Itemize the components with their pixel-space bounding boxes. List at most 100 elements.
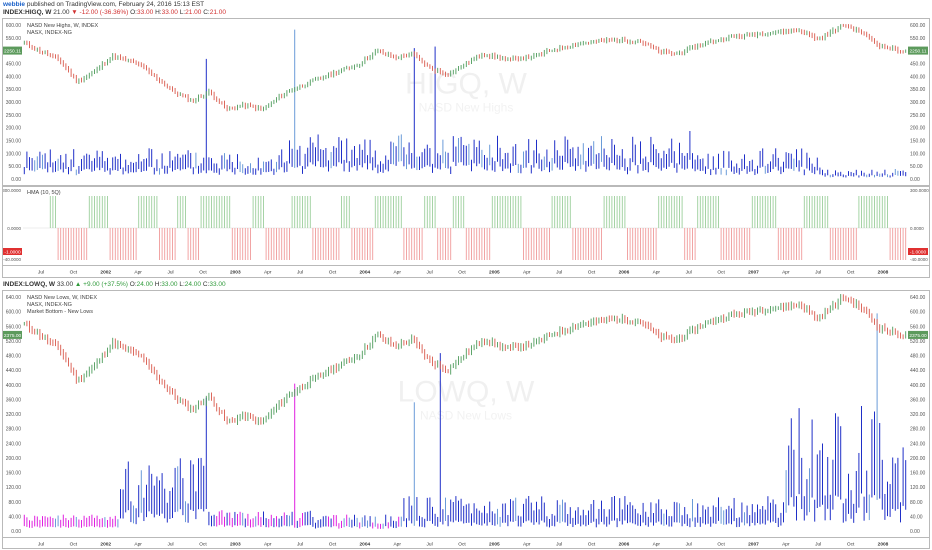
nl-y-tick-left: 120.00 (6, 485, 22, 491)
bottom-x-axis: Jul Oct 2002 Apr Jul Oct 2003 Apr Jul Oct 2004 Apr J… (2, 538, 930, 549)
nl-y-tick-left: 200.00 (6, 456, 22, 462)
nh-y-tick-left: 600.00 (6, 23, 22, 29)
x-axis-label: 2007 (748, 542, 759, 548)
new-lows-subtitle: NASX, INDEX-NG (27, 302, 72, 308)
hma-panel: 300.0000 300.0000 0.0000 0.0000 -40.0000 -40.… (2, 186, 930, 266)
hma-y-tick-right: -40.0000 (910, 257, 928, 262)
x-axis-label: 2008 (878, 270, 889, 276)
x-axis-label: Jul (167, 270, 173, 276)
bottom-high: 33.00 (161, 281, 178, 288)
top-open: 33.00 (137, 9, 154, 16)
nh-y-tick-right: 250.00 (910, 113, 926, 119)
nl-y-tick-right: 160.00 (910, 471, 926, 477)
nh-y-tick-left: 550.00 (6, 36, 22, 42)
x-axis-label: Oct (329, 270, 337, 276)
nl-price-tag-right (908, 330, 928, 339)
x-axis-label: 2002 (100, 542, 111, 548)
x-axis-label: Apr (393, 542, 401, 548)
nh-y-tick-left: 300.00 (6, 100, 22, 106)
nh-y-tick-right: 0.00 (910, 177, 920, 183)
x-axis-label: 2005 (489, 270, 500, 276)
bottom-quote-line: INDEX:LOWQ, W 33.00 ▲ +9.00 (+37.5%) O:2… (3, 281, 226, 289)
top-quote-line: INDEX:HIGQ, W 21.00 ▼ -12.00 (-36.36%) O… (3, 9, 226, 17)
bottom-h-label: H: (154, 281, 162, 288)
hma-y-tick-left: -40.0000 (3, 257, 21, 262)
publish-line: webbie published on TradingView.com, Feb… (3, 1, 204, 9)
nh-y-tick-left: 350.00 (6, 87, 22, 93)
bottom-last: 33.00 (56, 281, 74, 288)
nl-y-tick-left: 80.00 (8, 500, 21, 506)
x-axis-label: 2004 (360, 542, 371, 548)
top-l-label: L: (179, 9, 186, 16)
top-x-axis: Jul Oct 2002 Apr Jul Oct 2003 Apr Jul Oct 2004 Apr J… (2, 266, 930, 278)
new-highs-subtitle: NASX, INDEX-NG (27, 30, 72, 36)
nh-y-tick-left: 250.00 (6, 113, 22, 119)
nl-price-tag-left (3, 330, 22, 339)
x-axis-label: Jul (38, 542, 44, 548)
x-axis-label: Oct (70, 542, 78, 548)
nl-y-tick-left: 160.00 (6, 471, 22, 477)
nh-y-tick-right: 100.00 (910, 151, 926, 157)
bottom-change: ▲ +9.00 (+37.5%) (74, 281, 128, 288)
nh-y-tick-right: 600.00 (910, 23, 926, 29)
new-lows-chart[interactable]: 640.00 640.00 600.00 600.00 560.00 560.00 520.… (3, 291, 929, 537)
nl-y-tick-right: 440.00 (910, 368, 926, 374)
bottom-close: 33.00 (209, 281, 226, 288)
x-axis-label: 2006 (619, 270, 630, 276)
x-axis-label: Oct (847, 542, 855, 548)
nl-y-tick-right: 520.00 (910, 339, 926, 345)
nh-y-tick-right: 450.00 (910, 62, 926, 68)
x-axis-label: Apr (264, 270, 272, 276)
top-c-label: C: (203, 9, 210, 16)
nh-price-tag-left-text: 2250.11 (4, 49, 21, 55)
top-change: ▼ -12.00 (-36.36%) (71, 9, 129, 16)
x-axis-label: 2002 (100, 270, 111, 276)
x-axis-label: Oct (458, 270, 466, 276)
x-axis-label: Jul (815, 270, 821, 276)
top-last: 21.00 (53, 9, 70, 16)
hma-y-tick-right: 0.0000 (910, 226, 924, 231)
hma-tag-left-text: -1.0000 (4, 250, 21, 256)
x-axis-label: Oct (199, 270, 207, 276)
nl-y-tick-left: 440.00 (6, 368, 22, 374)
x-axis-label: 2007 (748, 270, 759, 276)
bottom-symbol: INDEX:LOWQ, W (3, 281, 55, 288)
nl-y-tick-right: 320.00 (910, 412, 926, 418)
x-axis-label: Apr (523, 542, 531, 548)
nh-y-tick-right: 50.00 (910, 164, 923, 170)
top-h-label: H: (155, 9, 162, 16)
x-axis-label: Apr (134, 542, 142, 548)
nl-y-tick-right: 40.00 (910, 514, 923, 520)
hma-tag-right (908, 248, 928, 255)
hma-y-tick-left: 0.0000 (7, 226, 21, 231)
nh-y-tick-right: 200.00 (910, 126, 926, 132)
nh-y-tick-right: 300.00 (910, 100, 926, 106)
nh-y-tick-left: 200.00 (6, 126, 22, 132)
nl-price-tag-right-text: 2375.00 (909, 333, 927, 339)
nl-y-tick-right: 240.00 (910, 441, 926, 447)
nl-y-tick-right: 640.00 (910, 295, 926, 301)
x-axis-label: Jul (297, 542, 303, 548)
author-link[interactable]: webbie (3, 1, 26, 8)
x-axis-label: 2008 (878, 542, 889, 548)
nh-y-tick-right: 350.00 (910, 87, 926, 93)
nl-y-tick-right: 120.00 (910, 485, 926, 491)
new-highs-title: NASD New Highs, W, INDEX (27, 23, 99, 29)
x-axis-label: Jul (686, 542, 692, 548)
nh-watermark: HIGQ, W (405, 68, 527, 101)
new-highs-chart[interactable]: 600.00600.00550.00550.00500.00500.00450.… (3, 19, 929, 185)
hma-tag-left (3, 248, 22, 255)
nh-watermark-sub: NASD New Highs (419, 101, 514, 115)
nl-y-tick-left: 40.00 (8, 514, 21, 520)
nh-y-tick-left: 50.00 (8, 164, 21, 170)
hma-chart[interactable]: 300.0000 300.0000 0.0000 0.0000 -40.0000 -40.… (3, 187, 929, 265)
nh-y-tick-right: 400.00 (910, 74, 926, 80)
nl-y-tick-left: 400.00 (6, 383, 22, 389)
x-axis-label: Oct (847, 270, 855, 276)
nh-y-tick-left: 100.00 (6, 151, 22, 157)
x-axis-label: Jul (427, 270, 433, 276)
x-axis-label: Oct (458, 542, 466, 548)
nl-y-tick-right: 600.00 (910, 310, 926, 316)
x-axis-label: Apr (782, 542, 790, 548)
x-axis-label: Oct (588, 270, 596, 276)
